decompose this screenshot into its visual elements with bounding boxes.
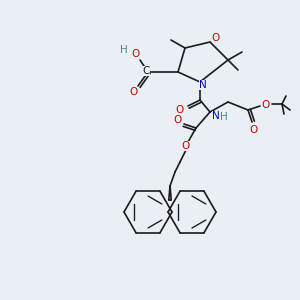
Text: N: N <box>199 80 207 90</box>
Text: O: O <box>262 100 270 110</box>
Text: O: O <box>174 115 182 125</box>
Text: O: O <box>250 125 258 135</box>
Text: O: O <box>212 33 220 43</box>
Text: O: O <box>130 87 138 97</box>
Text: O: O <box>182 141 190 151</box>
Text: C: C <box>142 66 150 76</box>
Text: O: O <box>131 49 139 59</box>
Text: H: H <box>220 112 228 122</box>
Text: N: N <box>212 111 220 121</box>
Text: H: H <box>120 45 128 55</box>
Text: O: O <box>176 105 184 115</box>
